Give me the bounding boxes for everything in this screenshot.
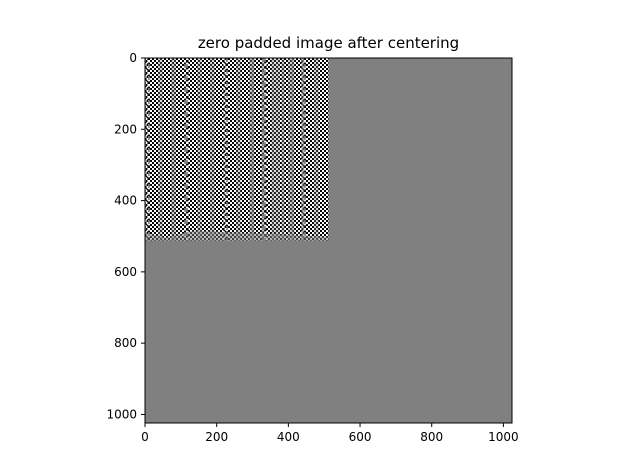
checkerboard-texture [145,58,329,241]
y-tick-label: 1000 [106,407,137,421]
texture-column [301,58,305,241]
texture-column [291,58,295,241]
x-tick-label: 1000 [488,430,519,444]
axes-frame [144,57,513,424]
y-axis: 0 200 400 600 800 1000 [106,51,145,421]
x-tick-label: 800 [420,430,443,444]
chart-title: zero padded image after centering [198,34,459,52]
x-tick-label: 0 [141,430,149,444]
texture-band [288,58,293,241]
texture-band [145,58,150,241]
image-content-region [145,58,329,241]
x-tick-label: 600 [349,430,372,444]
texture-band [236,58,241,241]
texture-band [223,58,228,241]
content-lower-edge [145,230,329,241]
texture-band [197,58,202,241]
y-tick-label: 800 [114,336,137,350]
texture-band [262,58,267,241]
plot-area [144,57,513,424]
y-tick-label: 600 [114,265,137,279]
texture-column [271,58,275,241]
x-tick-label: 200 [205,430,228,444]
y-tick-label: 200 [114,122,137,136]
texture-band [171,58,176,241]
texture-band [210,58,215,241]
texture-band [314,58,319,241]
texture-band [301,58,306,241]
x-axis: 0 200 400 600 800 1000 [141,423,519,444]
texture-band [184,58,189,241]
texture-band [249,58,254,241]
texture-band [158,58,163,241]
x-tick-label: 400 [277,430,300,444]
texture-column [261,58,265,241]
texture-column [281,58,285,241]
texture-band [275,58,280,241]
y-tick-label: 0 [129,51,137,65]
y-tick-label: 400 [114,194,137,208]
texture-column [251,58,255,241]
